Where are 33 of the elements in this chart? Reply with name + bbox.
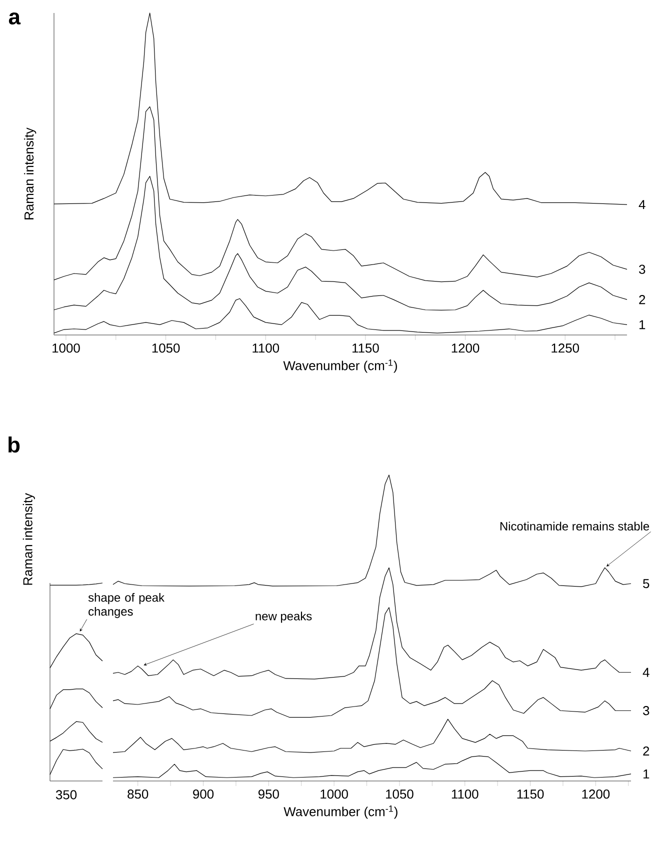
series-label: 3	[639, 264, 646, 274]
annotation: Nicotinamide remains stable	[500, 522, 650, 530]
x-tick-label: 1100	[252, 344, 280, 353]
x-axis-title: Wavenumber (cm$^{-1}$)	[283, 360, 397, 373]
x-tick-label: 1050	[386, 790, 414, 799]
series-label: 4	[638, 200, 646, 210]
annotation: shape of peak changes	[88, 593, 165, 618]
series-label: 1	[644, 770, 650, 778]
series-label: 2	[643, 746, 650, 756]
chart-title: a	[8, 12, 21, 25]
series-label: 3	[643, 706, 650, 716]
x-tick-label: 1200	[452, 344, 480, 353]
x-tick-label: 950	[258, 790, 279, 799]
x-tick-label: 1250	[552, 344, 580, 353]
text: 350	[56, 790, 77, 800]
x-tick-label: 1100	[452, 790, 478, 799]
x-tick-label: 1000	[52, 344, 80, 353]
x-tick-label: 1050	[152, 344, 180, 353]
x-tick-label: 900	[193, 790, 214, 799]
series-label: 4	[642, 668, 650, 677]
x-tick-label: 1150	[352, 344, 379, 353]
series-label: 5	[643, 579, 650, 588]
series-label: 2	[639, 295, 646, 304]
x-tick-label: 850	[128, 790, 148, 799]
annotation: new peaks	[256, 612, 312, 623]
x-tick-label: 1000	[320, 790, 348, 799]
x-tick-label: 1150	[517, 790, 544, 799]
series-label: 1	[640, 320, 646, 330]
y-axis-title: Raman intensity	[22, 493, 35, 585]
y-axis-title: Raman intensity	[24, 128, 36, 220]
x-tick-label: 1200	[582, 790, 610, 799]
chart-title: b	[8, 436, 20, 453]
x-axis-title: Wavenumber (cm$^{-1}$)	[284, 806, 398, 819]
